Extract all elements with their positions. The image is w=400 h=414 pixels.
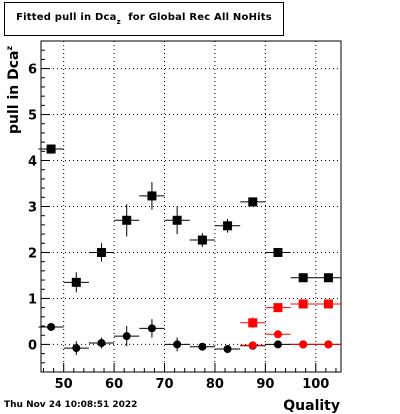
square-marker	[248, 197, 258, 207]
y-axis-title: pull in Dcaz	[5, 46, 22, 134]
square-marker	[248, 318, 258, 328]
y-tick-label: 5	[28, 109, 37, 124]
data-point	[114, 326, 140, 347]
y-axis-title-main: pull in Dca	[6, 51, 22, 134]
tick-labels: 50 60 70 80 90 100 0 1 2 3 4 5 6	[28, 63, 329, 392]
square-marker	[223, 221, 233, 231]
data-point	[265, 340, 291, 349]
data-point	[265, 303, 291, 313]
data-point	[114, 204, 140, 237]
data-point	[139, 182, 165, 210]
data-point	[38, 322, 64, 331]
y-tick-label: 2	[28, 246, 37, 261]
chart-title: Fitted pull in Dcaz for Global Rec All N…	[5, 12, 283, 26]
data-point	[240, 317, 266, 329]
circle-marker	[47, 322, 56, 331]
y-tick-label: 3	[28, 201, 37, 216]
data-point	[88, 337, 115, 349]
data-point	[315, 340, 341, 349]
circle-marker	[248, 341, 257, 350]
data-point	[290, 273, 316, 283]
square-marker	[298, 299, 308, 309]
square-marker	[273, 303, 283, 313]
data-points	[38, 144, 341, 355]
chart-title-main: Fitted pull in Dca	[16, 12, 117, 23]
data-point	[290, 340, 316, 349]
data-point	[139, 319, 165, 338]
data-point	[315, 273, 341, 283]
circle-marker	[273, 340, 282, 349]
y-tick-label: 6	[28, 63, 37, 78]
square-marker	[122, 215, 132, 225]
circle-marker	[97, 339, 106, 348]
x-tick-label: 90	[256, 377, 274, 392]
square-marker	[273, 247, 283, 257]
square-marker	[197, 235, 207, 245]
x-axis-title: Quality	[283, 398, 340, 414]
y-axis-title-subscript: z	[5, 46, 14, 51]
square-marker	[147, 191, 157, 201]
circle-marker	[223, 345, 232, 354]
circle-marker	[147, 324, 156, 333]
square-marker	[323, 299, 333, 309]
data-point	[164, 206, 190, 235]
x-tick-label: 50	[55, 377, 73, 392]
square-marker	[172, 215, 182, 225]
y-tick-label: 1	[28, 292, 37, 307]
series-2	[240, 299, 341, 329]
circle-marker	[273, 330, 282, 339]
square-marker	[298, 273, 308, 283]
data-point	[38, 144, 64, 154]
data-point	[214, 345, 241, 354]
circle-marker	[324, 340, 333, 349]
data-point	[189, 233, 215, 247]
y-tick-label: 0	[28, 338, 37, 353]
series-0	[38, 144, 341, 293]
square-marker	[323, 273, 333, 283]
y-tick-label: 4	[28, 155, 37, 170]
data-point	[88, 243, 115, 262]
data-point	[63, 341, 89, 355]
data-point	[63, 272, 89, 293]
x-tick-label: 70	[155, 377, 173, 392]
x-tick-label: 100	[302, 377, 329, 392]
timestamp: Thu Nov 24 10:08:51 2022	[4, 400, 138, 410]
data-point	[240, 197, 266, 207]
axis-ticks	[41, 49, 337, 372]
data-point	[214, 218, 241, 233]
series-3	[240, 330, 341, 350]
data-point	[315, 299, 341, 309]
circle-marker	[198, 342, 207, 351]
square-marker	[71, 277, 81, 287]
circle-marker	[72, 344, 81, 353]
grid-lines	[41, 41, 341, 372]
data-point	[189, 342, 215, 351]
square-marker	[97, 247, 107, 257]
data-point	[265, 247, 291, 257]
circle-marker	[122, 332, 131, 341]
data-point	[240, 341, 266, 350]
chart-title-subscript: z	[116, 18, 121, 26]
x-tick-label: 60	[105, 377, 123, 392]
x-tick-label: 80	[206, 377, 224, 392]
chart-title-box: Fitted pull in Dcaz for Global Rec All N…	[4, 2, 284, 36]
data-point	[290, 299, 316, 309]
series-1	[38, 319, 341, 355]
circle-marker	[299, 340, 308, 349]
data-point	[265, 330, 291, 339]
circle-marker	[173, 340, 182, 349]
chart-title-rest: for Global Rec All NoHits	[120, 12, 272, 23]
data-point	[164, 337, 190, 352]
square-marker	[46, 144, 56, 154]
